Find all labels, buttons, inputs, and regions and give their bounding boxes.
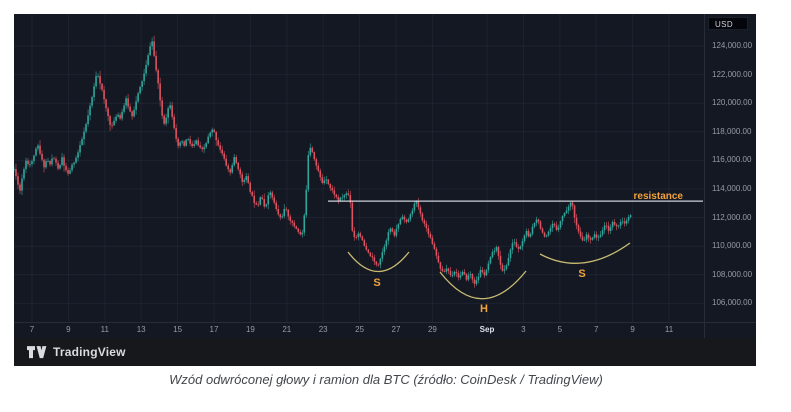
price-tick-label: 110,000.00	[712, 241, 752, 251]
price-tick-label: 112,000.00	[712, 212, 752, 222]
grid-lines	[14, 14, 704, 322]
time-tick-label: 7	[593, 325, 599, 334]
tradingview-logo-link[interactable]: TradingView	[27, 345, 126, 359]
resistance-label: resistance	[634, 191, 684, 202]
head-label: H	[480, 303, 488, 315]
candlestick-series	[14, 35, 632, 288]
time-tick-label: 19	[245, 325, 255, 334]
left-shoulder-arc	[347, 251, 410, 273]
time-tick-label: 9	[630, 325, 635, 334]
time-tick-label: 29	[427, 325, 437, 334]
price-tick-label: 106,000.00	[712, 298, 753, 308]
time-tick-label: 21	[282, 325, 292, 334]
price-tick-label: 120,000.00	[712, 98, 753, 108]
chart-canvas[interactable]: S H S resistance	[14, 14, 756, 366]
tradingview-logo-text: TradingView	[53, 345, 126, 359]
tradingview-chart-panel: S H S resistance USD TradingView 124,000…	[14, 14, 756, 366]
time-tick-label: 5	[557, 325, 563, 334]
time-tick-label: 13	[136, 325, 146, 334]
axis-separators	[14, 14, 756, 338]
time-tick-label: 27	[391, 325, 401, 334]
time-tick-label: 11	[664, 325, 674, 334]
chart-footer-bar: TradingView	[14, 338, 756, 366]
right-shoulder-arc	[539, 242, 631, 264]
price-tick-label: 114,000.00	[712, 184, 752, 193]
time-tick-label: 7	[29, 325, 35, 334]
time-tick-label: 17	[209, 325, 219, 334]
left-shoulder-label: S	[373, 277, 380, 289]
price-tick-label: 124,000.00	[712, 41, 753, 50]
time-tick-label: 11	[100, 325, 109, 334]
time-tick-label: Sep	[479, 325, 495, 334]
currency-selector[interactable]: USD	[708, 17, 748, 30]
head-arc	[439, 270, 527, 300]
time-tick-label: 9	[66, 325, 71, 334]
price-tick-label: 122,000.00	[712, 69, 753, 79]
time-tick-label: 3	[521, 325, 526, 334]
tradingview-logo-icon	[27, 345, 47, 358]
price-tick-label: 116,000.00	[712, 155, 752, 165]
time-tick-label: 23	[318, 325, 328, 334]
pattern-annotations: S H S resistance	[347, 191, 684, 315]
right-shoulder-label: S	[578, 268, 585, 280]
figure-caption: Wzód odwróconej głowy i ramion dla BTC (…	[169, 372, 603, 387]
time-tick-label: 15	[173, 325, 183, 334]
time-tick-label: 25	[355, 325, 365, 334]
price-tick-label: 118,000.00	[712, 126, 752, 136]
price-tick-label: 108,000.00	[712, 269, 753, 279]
